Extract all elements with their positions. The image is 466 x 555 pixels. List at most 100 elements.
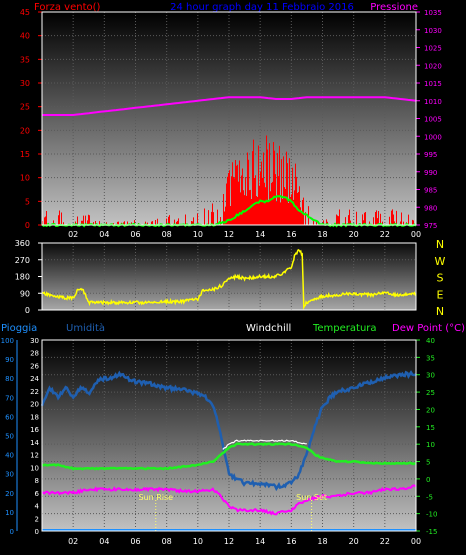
hour-tick-label: 00	[411, 230, 421, 239]
rain-tick-label: 18	[30, 413, 39, 421]
hour-tick-label: 00	[411, 537, 421, 546]
direction-tick-label: 360	[15, 239, 30, 248]
windchill-line	[222, 439, 307, 450]
temperature-tick-label: 5	[426, 459, 430, 467]
pressure-tick-label: 995	[424, 151, 437, 159]
rain-tick-label: 26	[30, 362, 39, 370]
legend-rain: Pioggia	[1, 323, 37, 334]
temperature-tick-label: -10	[426, 511, 437, 519]
temperature-tick-label: 25	[426, 389, 435, 397]
pressure-tick-label: 1035	[424, 9, 442, 17]
humidity-tick-label: 90	[5, 356, 14, 364]
wind-tick-label: 10	[20, 174, 30, 183]
hour-tick-label: 08	[162, 537, 172, 546]
sunrise-label: Sun Rise	[138, 493, 173, 502]
wind-tick-label: 30	[20, 79, 30, 88]
humidity-tick-label: 40	[5, 452, 14, 460]
humidity-line	[40, 370, 417, 492]
rain-tick-label: 16	[30, 426, 39, 434]
hour-tick-label: 20	[349, 230, 359, 239]
pressure-tick-label: 1025	[424, 45, 442, 53]
wind-tick-label: 0	[25, 221, 30, 230]
pressure-tick-label: 985	[424, 187, 437, 195]
humidity-tick-label: 80	[5, 375, 14, 383]
wind-tick-label: 5	[25, 197, 30, 206]
pressure-line	[42, 96, 417, 116]
direction-tick-label: 270	[15, 256, 30, 265]
graph-title: 24 hour graph day 11 Febbraio 2016	[170, 2, 354, 13]
hour-tick-label: 16	[286, 230, 296, 239]
wind-tick-label: 25	[20, 103, 30, 112]
wind-axis-title: Forza vento()	[34, 2, 101, 13]
rain-tick-label: 6	[35, 490, 40, 498]
wind-direction-line	[41, 248, 417, 310]
wind-tick-label: 20	[20, 126, 30, 135]
direction-tick-label: 90	[20, 289, 30, 298]
humidity-tick-label: 50	[5, 433, 14, 441]
hour-tick-label: 04	[99, 537, 109, 546]
compass-label: S	[437, 272, 444, 285]
compass-label: N	[436, 305, 444, 318]
wind-tick-label: 35	[20, 55, 30, 64]
hour-tick-label: 22	[380, 537, 390, 546]
temperature-tick-label: 35	[426, 354, 435, 362]
hour-tick-label: 02	[68, 230, 78, 239]
humidity-tick-label: 20	[5, 490, 14, 498]
rain-tick-label: 4	[35, 503, 40, 511]
rain-tick-label: 8	[35, 477, 39, 485]
rain-tick-label: 22	[30, 388, 39, 396]
pressure-tick-label: 1000	[424, 133, 442, 141]
hour-tick-label: 14	[255, 230, 265, 239]
hour-tick-label: 02	[68, 537, 78, 546]
wind-tick-label: 15	[20, 150, 30, 159]
rain-tick-label: 24	[30, 375, 39, 383]
pressure-tick-label: 990	[424, 169, 437, 177]
humidity-tick-label: 100	[1, 337, 14, 345]
hour-tick-label: 22	[380, 230, 390, 239]
hour-tick-label: 12	[224, 230, 234, 239]
hour-tick-label: 12	[224, 537, 234, 546]
humidity-tick-label: 10	[5, 509, 14, 517]
pressure-axis-title: Pressione	[370, 2, 418, 13]
temperature-line	[41, 442, 417, 471]
direction-panel-frame	[41, 242, 417, 311]
wind-panel-frame	[41, 11, 417, 226]
direction-tick-label: 0	[25, 306, 30, 315]
sunset-label: Sun Set	[296, 493, 327, 502]
temperature-tick-label: 40	[426, 337, 435, 345]
humidity-tick-label: 30	[5, 471, 14, 479]
rain-tick-label: 14	[30, 439, 39, 447]
temperature-tick-label: -15	[426, 528, 437, 536]
rain-tick-label: 0	[35, 528, 39, 536]
legend-humidity: Umidità	[66, 322, 105, 334]
temperature-tick-label: 30	[426, 372, 435, 380]
hour-tick-label: 20	[349, 537, 359, 546]
humidity-tick-label: 0	[10, 528, 14, 536]
compass-label: N	[436, 238, 444, 251]
rain-tick-label: 28	[30, 350, 39, 358]
rain-tick-label: 20	[30, 401, 39, 409]
hour-tick-label: 16	[286, 537, 296, 546]
legend-temperature: Temperatura	[312, 323, 377, 334]
pressure-tick-label: 975	[424, 222, 437, 230]
pressure-tick-label: 1005	[424, 116, 442, 124]
wind-tick-label: 45	[20, 8, 30, 17]
compass-label: W	[435, 255, 446, 268]
rain-tick-label: 2	[35, 515, 39, 523]
legend-dewpoint: Dew Point (°C)	[392, 323, 465, 334]
direction-tick-label: 180	[15, 273, 30, 282]
hour-tick-label: 06	[130, 230, 140, 239]
temperature-tick-label: -5	[426, 493, 433, 501]
humidity-tick-label: 70	[5, 394, 14, 402]
legend-windchill: Windchill	[246, 323, 291, 334]
hour-tick-label: 06	[130, 537, 140, 546]
humidity-tick-label: 60	[5, 413, 14, 421]
pressure-tick-label: 1020	[424, 62, 442, 70]
hour-tick-label: 14	[255, 537, 265, 546]
rain-tick-label: 12	[30, 452, 39, 460]
pressure-tick-label: 980	[424, 204, 437, 212]
temperature-tick-label: 0	[426, 476, 430, 484]
pressure-tick-label: 1015	[424, 80, 442, 88]
temperature-tick-label: 10	[426, 441, 435, 449]
